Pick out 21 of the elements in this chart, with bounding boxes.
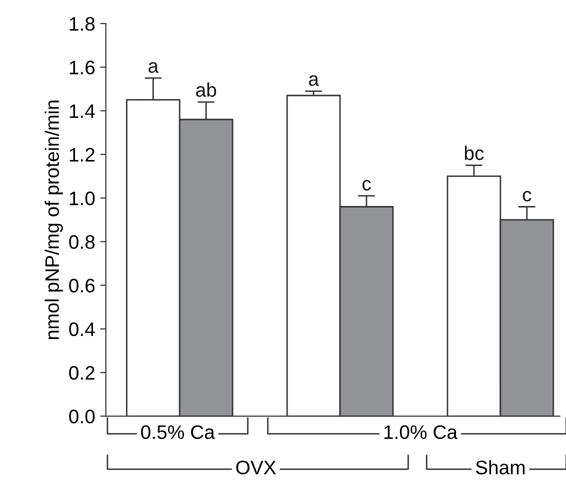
y-tick-label: 0.4 (69, 322, 95, 336)
y-tick-label: 0.2 (69, 366, 94, 380)
data-label: c (362, 180, 371, 191)
data-label: c (522, 190, 532, 202)
text: 0.5% Ca (141, 425, 215, 440)
data-label: a (308, 75, 319, 86)
y-tick-label: 0.6 (69, 278, 95, 293)
text: OVX (236, 460, 276, 474)
y-tick-label: 1.8 (70, 16, 95, 31)
y-tick-label: 1.0 (70, 191, 95, 206)
text: Sham (476, 460, 525, 474)
y-axis-title: nmol pNP/mg of protein/min (44, 100, 63, 340)
data-label: ab (196, 82, 216, 97)
y-tick-label: 1.4 (70, 104, 95, 118)
data-label: bc (464, 146, 484, 160)
data-label: a (148, 62, 159, 73)
y-tick-label: 1.6 (70, 60, 95, 74)
text: 1.0% Ca (384, 425, 458, 440)
y-tick-label: 1.2 (70, 148, 94, 162)
y-tick-label: 0.8 (69, 235, 95, 249)
y-tick-label: 0.0 (69, 410, 95, 424)
